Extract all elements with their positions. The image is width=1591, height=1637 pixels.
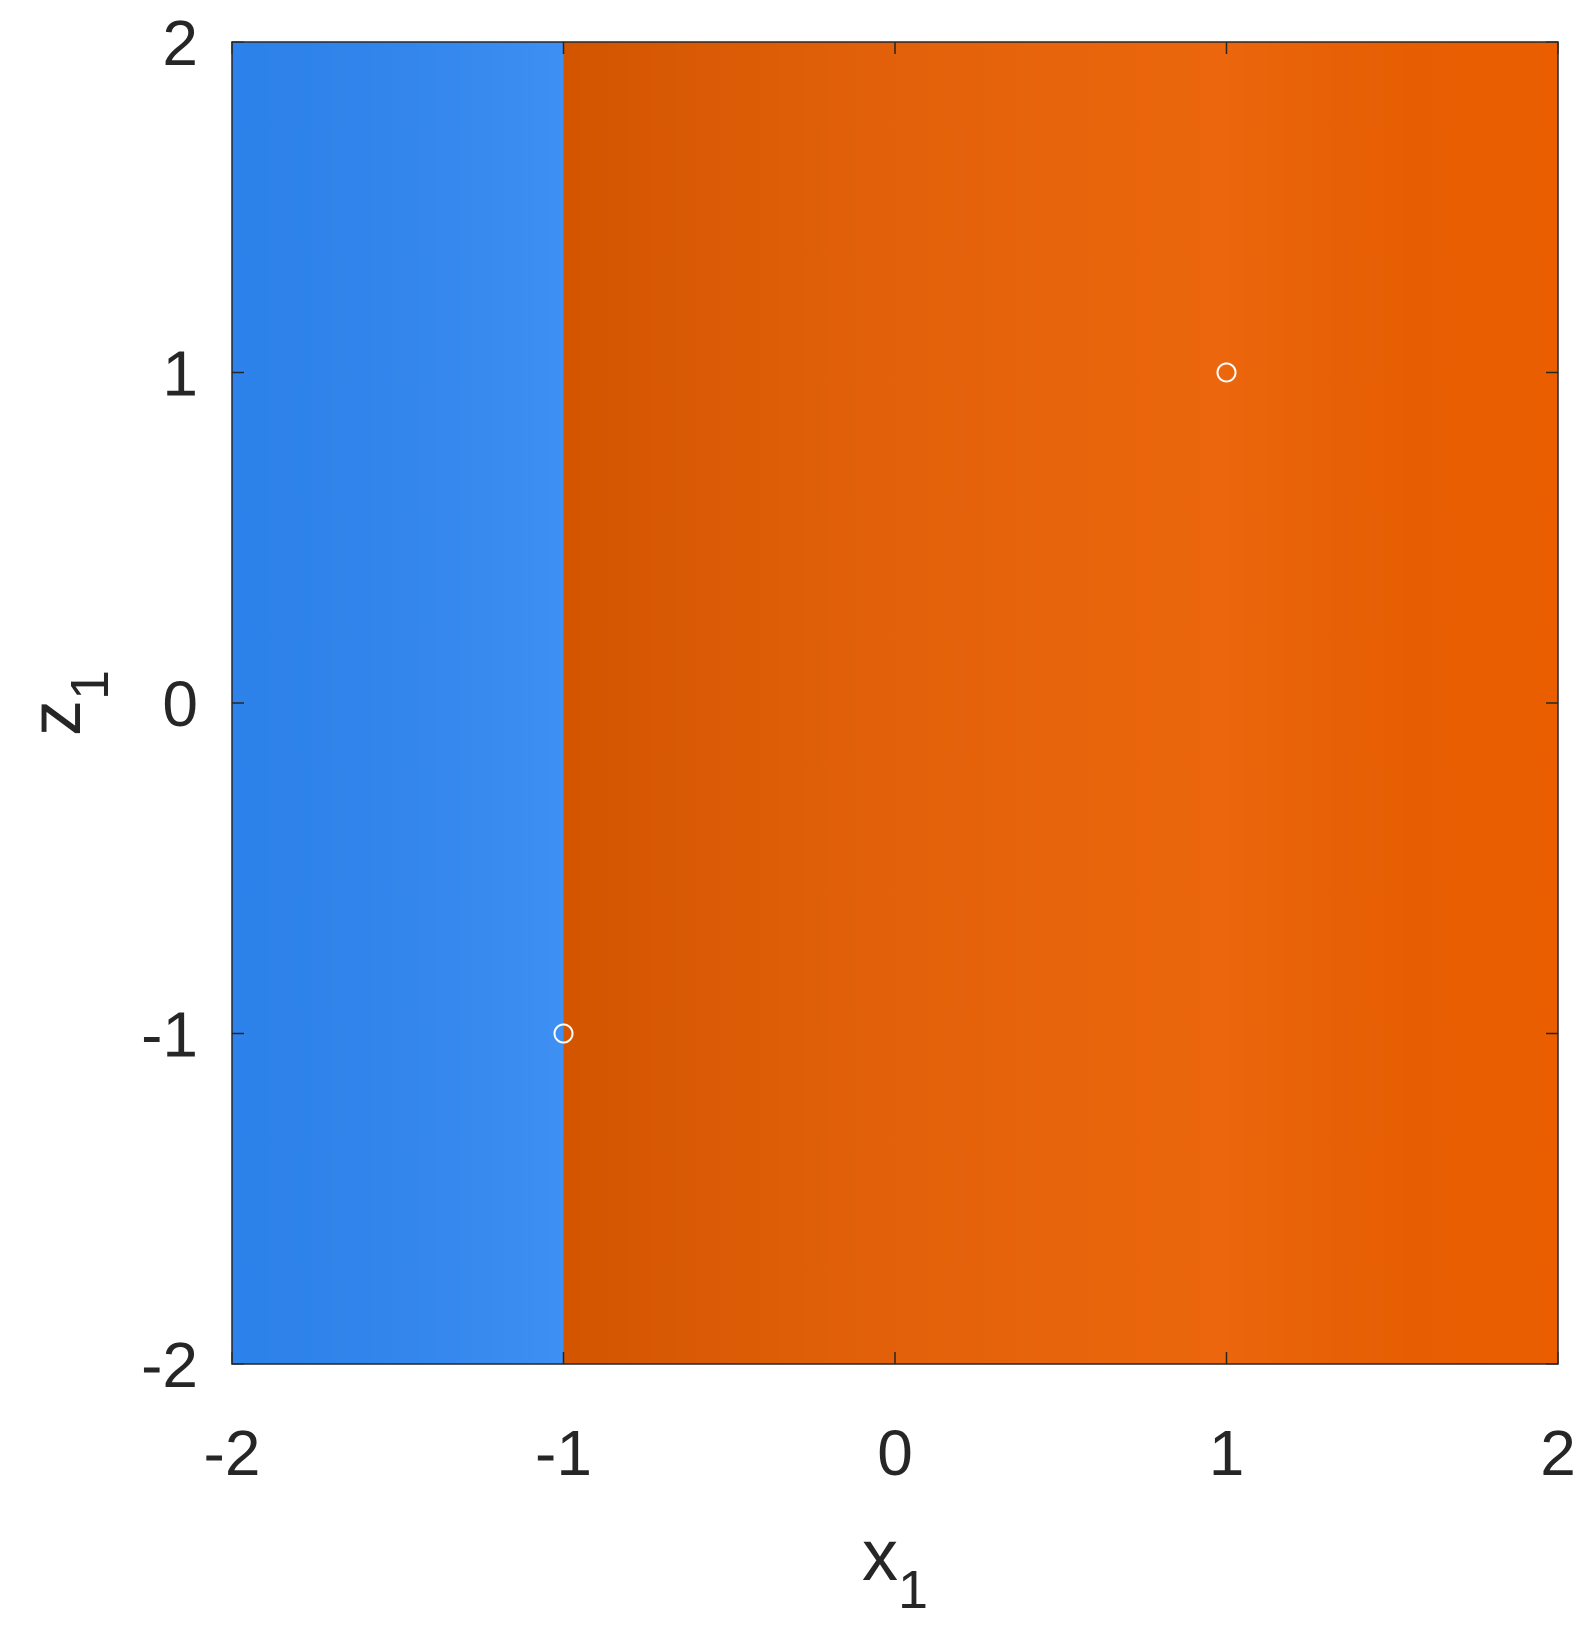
y-tick-label: 0 bbox=[162, 668, 198, 740]
regions bbox=[232, 42, 1558, 1364]
points bbox=[553, 362, 1237, 1044]
region-shade bbox=[563, 42, 1558, 1364]
point bbox=[553, 1023, 574, 1044]
x-tick-label: 0 bbox=[877, 1417, 913, 1489]
x-label-text: x bbox=[862, 1516, 898, 1596]
x-tick-label: -2 bbox=[204, 1417, 261, 1489]
y-tick-label: 1 bbox=[162, 338, 198, 410]
y-tick-label: -1 bbox=[141, 999, 198, 1071]
x-label-subscript: 1 bbox=[898, 1560, 928, 1620]
x-tick-label: 1 bbox=[1209, 1417, 1245, 1489]
y-label-subscript: 1 bbox=[60, 670, 120, 700]
y-axis-label: z1 bbox=[16, 670, 120, 736]
y-tick-label: -2 bbox=[141, 1329, 198, 1401]
x-tick-label: 2 bbox=[1540, 1417, 1576, 1489]
y-label-text: z bbox=[16, 700, 96, 736]
axes: -2 -1 0 1 2 -2 -1 0 1 2 bbox=[141, 7, 1576, 1489]
x-tick-label: -1 bbox=[535, 1417, 592, 1489]
y-tick-label: 2 bbox=[162, 7, 198, 79]
point bbox=[1216, 362, 1237, 383]
region-shade bbox=[232, 42, 564, 1364]
x-axis-label: x1 bbox=[862, 1516, 928, 1620]
